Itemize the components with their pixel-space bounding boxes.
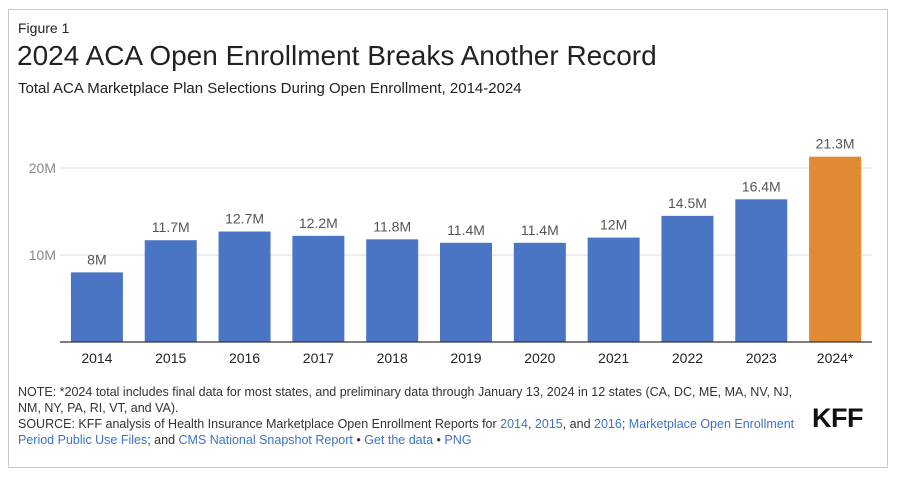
x-tick-label: 2018 — [377, 350, 408, 366]
data-label: 12.7M — [225, 211, 264, 227]
x-tick-label: 2015 — [155, 350, 186, 366]
bar — [70, 272, 123, 342]
note-text: NOTE: *2024 total includes final data fo… — [18, 385, 793, 415]
figure-label: Figure 1 — [18, 20, 70, 36]
source-separator: ; and — [147, 433, 179, 447]
bar — [661, 215, 714, 342]
source-separator: , and — [562, 417, 595, 431]
notes-block: NOTE: *2024 total includes final data fo… — [18, 384, 808, 448]
data-label: 11.8M — [373, 218, 411, 234]
link-2016-report[interactable]: 2016 — [594, 417, 622, 431]
x-tick-label: 2023 — [746, 350, 777, 366]
bar — [440, 242, 492, 342]
x-tick-label: 2020 — [524, 350, 555, 366]
data-label: 11.7M — [152, 219, 190, 235]
bar — [809, 156, 862, 342]
bar — [587, 237, 640, 342]
x-tick-label: 2014 — [81, 350, 112, 366]
bar — [218, 231, 271, 342]
source-separator: ; — [621, 417, 629, 431]
data-label: 12.2M — [299, 215, 338, 231]
bar — [292, 235, 345, 342]
bullet-separator: • — [352, 433, 365, 447]
kff-logo: KFF — [812, 403, 863, 433]
source-text: SOURCE: KFF analysis of Health Insurance… — [18, 416, 808, 448]
bar-chart: 10M 20M 8M 2014 11.7M 2015 12.7M 2016 12.2M 2017 1… — [29, 136, 872, 366]
data-label: 21.3M — [816, 136, 855, 152]
link-2014-report[interactable]: 2014 — [500, 417, 528, 431]
chart-subtitle: Total ACA Marketplace Plan Selections Du… — [18, 80, 522, 97]
get-the-data-link[interactable]: Get the data — [364, 433, 434, 447]
data-label: 8M — [87, 251, 106, 267]
png-download-link[interactable]: PNG — [444, 433, 472, 447]
x-tick-label: 2021 — [598, 350, 629, 366]
bar — [735, 199, 788, 342]
data-label: 12M — [600, 217, 627, 233]
bar — [513, 242, 566, 342]
data-label: 11.4M — [521, 222, 559, 238]
bullet-separator: • — [433, 433, 445, 447]
x-tick-label: 2016 — [229, 350, 260, 366]
x-tick-label: 2017 — [303, 350, 334, 366]
data-label: 16.4M — [742, 178, 781, 194]
x-tick-label: 2019 — [450, 350, 481, 366]
bar — [144, 240, 197, 342]
data-label: 14.5M — [668, 195, 707, 211]
x-tick-label: 2022 — [672, 350, 703, 366]
x-tick-label: 2024* — [817, 350, 854, 366]
link-public-use-files[interactable]: Marketplace Open Enrollment Period Publi… — [18, 417, 795, 447]
y-tick-label: 10M — [29, 247, 56, 263]
source-prefix: SOURCE: KFF analysis of Health Insurance… — [18, 417, 501, 431]
source-separator: , — [527, 417, 535, 431]
chart-title: 2024 ACA Open Enrollment Breaks Another … — [17, 40, 657, 71]
y-tick-label: 20M — [29, 160, 56, 176]
data-label: 11.4M — [447, 222, 485, 238]
link-2015-report[interactable]: 2015 — [534, 417, 563, 431]
bar — [366, 239, 419, 342]
link-cms-snapshot[interactable]: CMS National Snapshot Report — [178, 433, 353, 447]
